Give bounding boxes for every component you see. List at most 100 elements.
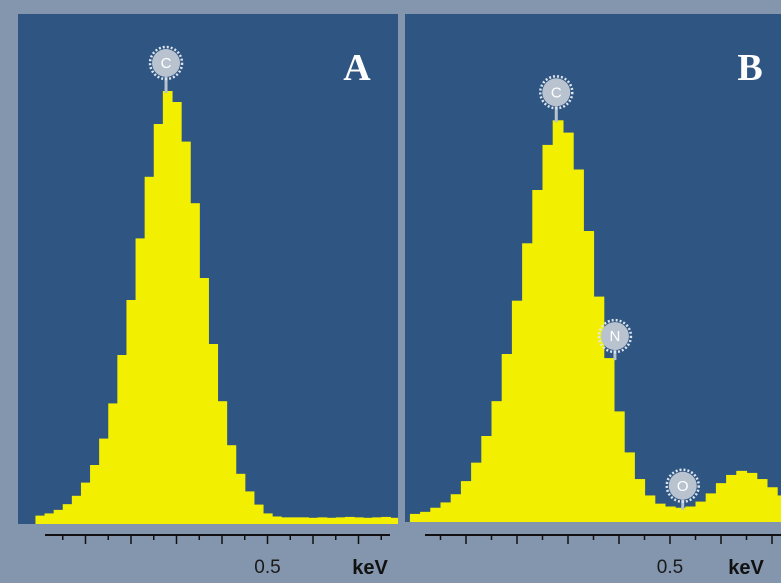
- spectrum-bar: [62, 504, 73, 524]
- spectrum-bar: [644, 495, 656, 522]
- peak-marker-label: C: [551, 84, 562, 101]
- peak-marker-badge: [152, 49, 181, 77]
- spectrum-bar: [117, 355, 128, 524]
- spectrum-bar: [90, 465, 100, 524]
- peak-marker-badge: [668, 471, 697, 500]
- spectrum-bar: [624, 452, 635, 522]
- panel-label: B: [737, 47, 762, 89]
- peak-marker-rim: [597, 318, 633, 354]
- spectrum-bar: [420, 511, 431, 522]
- spectrum-bar: [272, 516, 282, 524]
- spectrum-bar: [217, 401, 228, 524]
- spectrum-bar: [675, 507, 686, 522]
- spectrum-bar: [390, 517, 398, 524]
- peak-marker-badge: [600, 322, 629, 351]
- spectrum-panel-b: C N O B 0.5 keV: [405, 14, 781, 579]
- spectrum-bar: [573, 169, 584, 522]
- spectrum-bar: [481, 436, 493, 522]
- spectrum-bar: [603, 358, 615, 522]
- spectrum-bars: [409, 120, 781, 522]
- spectrum-bar: [736, 470, 748, 522]
- spectrum-bar: [80, 482, 91, 524]
- spectrum-bar: [532, 190, 544, 522]
- spectrum-bar: [135, 238, 146, 524]
- x-tick-label: 0.5: [657, 557, 683, 578]
- spectrum-bar: [108, 403, 118, 524]
- spectrum-bar: [244, 491, 255, 524]
- peak-marker-label: C: [161, 55, 172, 72]
- spectrum-bar: [99, 438, 109, 524]
- x-tick-label: 0.5: [254, 557, 280, 578]
- peak-marker-rim: [148, 45, 184, 81]
- spectrum-bar: [35, 515, 46, 524]
- spectrum-bar: [613, 411, 625, 522]
- spectrum-bar: [53, 509, 64, 524]
- peak-marker-o: O: [665, 468, 700, 510]
- spectrum-bar: [715, 483, 727, 522]
- panel-divider: [398, 10, 405, 525]
- spectrum-bar: [126, 300, 137, 524]
- spectrum-bars: [35, 91, 398, 524]
- peak-marker-n: N: [597, 318, 633, 361]
- spectrum-bar: [440, 502, 452, 522]
- spectrum-bar: [353, 517, 364, 524]
- top-frame: [0, 0, 781, 14]
- spectrum-bar: [746, 472, 758, 522]
- spectrum-bar: [562, 132, 574, 522]
- spectrum-bar: [634, 479, 646, 522]
- spectrum-bar: [695, 501, 707, 522]
- spectrum-bar: [471, 462, 482, 522]
- spectrum-bar: [542, 144, 554, 522]
- spectrum-bar: [363, 517, 373, 524]
- x-axis-unit: keV: [728, 557, 764, 579]
- spectrum-bar: [726, 474, 737, 522]
- x-axis: 0.5 keV: [45, 534, 390, 579]
- spectrum-bar: [335, 517, 346, 524]
- spectrum-bar: [190, 203, 200, 524]
- spectrum-bar: [144, 176, 155, 524]
- spectrum-bar: [372, 517, 382, 524]
- spectrum-bar: [593, 296, 605, 522]
- spectrum-bar: [171, 102, 182, 524]
- spectrum-bar: [253, 504, 264, 524]
- spectrum-bar: [44, 513, 55, 524]
- left-frame: [0, 0, 18, 525]
- x-axis: 0.5 keV: [425, 534, 781, 579]
- spectrum-bar: [281, 517, 291, 524]
- spectrum-bar: [262, 513, 273, 524]
- spectrum-bar: [777, 495, 781, 522]
- spectrum-bar: [326, 517, 337, 524]
- spectrum-bar: [705, 493, 717, 522]
- peak-marker-rim: [539, 75, 574, 110]
- spectrum-bar: [450, 494, 462, 522]
- spectrum-bar: [583, 231, 595, 522]
- peak-marker-c: C: [539, 75, 574, 123]
- spectrum-bar: [491, 401, 503, 522]
- spectrum-bar: [766, 487, 778, 522]
- spectrum-bar: [430, 507, 442, 522]
- peak-marker-label: O: [677, 478, 689, 495]
- panel-label: A: [343, 47, 371, 89]
- spectrum-panel-a: C A 0.5 keV: [18, 14, 398, 579]
- spectrum-bar: [226, 445, 237, 524]
- spectrum-bar: [199, 278, 209, 524]
- spectrum-bar: [501, 354, 513, 522]
- spectrum-bar: [308, 517, 319, 524]
- peak-marker-label: N: [609, 328, 620, 345]
- spectrum-bar: [664, 506, 676, 522]
- spectrum-bar: [511, 300, 523, 522]
- spectrum-bar: [290, 517, 300, 524]
- spectrum-bar: [71, 495, 82, 524]
- spectrum-bar: [654, 503, 666, 522]
- spectrum-bar: [299, 517, 310, 524]
- peak-marker-rim: [665, 468, 700, 503]
- spectrum-bar: [522, 243, 533, 522]
- peak-marker-c: C: [148, 45, 184, 93]
- spectrum-bar: [208, 344, 219, 524]
- spectrum-bar: [409, 513, 421, 522]
- spectrum-bar: [181, 141, 191, 524]
- spectrum-bar: [460, 481, 472, 522]
- spectrum-bar: [235, 473, 246, 524]
- x-axis-unit: keV: [352, 557, 388, 579]
